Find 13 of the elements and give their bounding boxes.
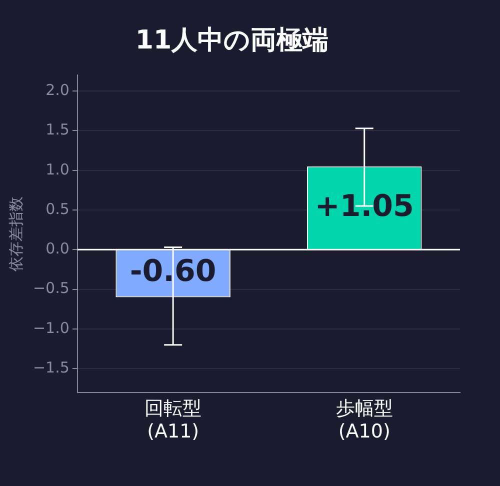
y-tick-label: −0.5 (32, 279, 70, 298)
y-tick-label: −1.0 (32, 318, 70, 337)
y-tick-label: −1.5 (32, 358, 70, 376)
x-tick-label: 歩幅型 (A10) (336, 398, 393, 443)
chart-title: 11人中の両極端 (135, 25, 329, 56)
y-tick-label: 1.0 (46, 160, 70, 178)
y-tick-label: 2.0 (46, 80, 70, 99)
y-tick-label: 0.0 (46, 240, 70, 258)
y-tick-label: 1.5 (46, 120, 70, 139)
y-axis-title: 依存差指数 (6, 196, 25, 272)
data-label: +1.05 (314, 188, 414, 224)
x-tick-label: 回転型 (A11) (144, 398, 202, 443)
y-tick-label: 0.5 (46, 200, 70, 218)
